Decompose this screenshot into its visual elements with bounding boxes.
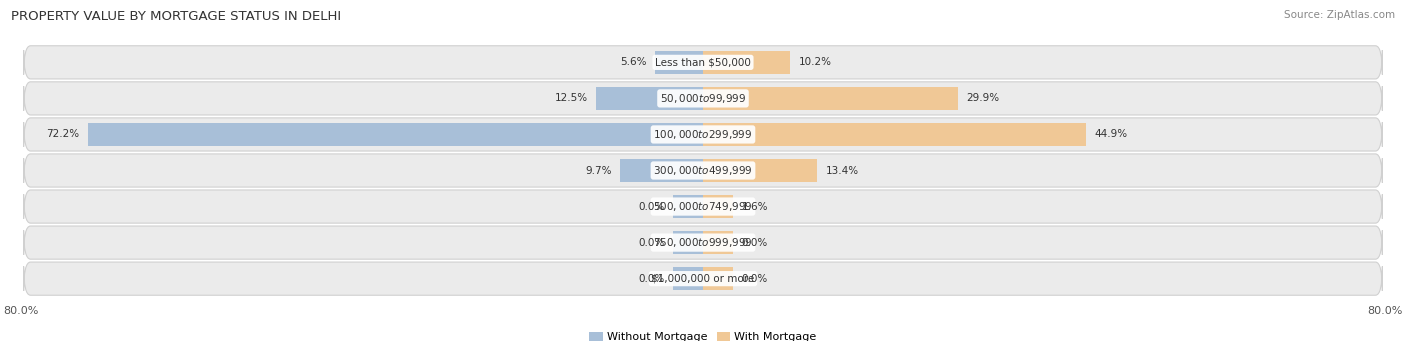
FancyBboxPatch shape: [24, 226, 1382, 259]
Text: Less than $50,000: Less than $50,000: [655, 57, 751, 68]
Text: 44.9%: 44.9%: [1094, 130, 1128, 139]
FancyBboxPatch shape: [24, 154, 1382, 187]
Text: 0.0%: 0.0%: [741, 238, 768, 248]
Text: $300,000 to $499,999: $300,000 to $499,999: [654, 164, 752, 177]
Text: $500,000 to $749,999: $500,000 to $749,999: [654, 200, 752, 213]
Bar: [703, 267, 733, 290]
Text: 5.6%: 5.6%: [620, 57, 647, 68]
Text: 1.6%: 1.6%: [741, 202, 768, 211]
Text: 0.0%: 0.0%: [638, 273, 665, 284]
Text: 10.2%: 10.2%: [799, 57, 831, 68]
FancyBboxPatch shape: [24, 118, 1382, 151]
FancyBboxPatch shape: [24, 82, 1382, 115]
Text: 12.5%: 12.5%: [555, 93, 588, 103]
Text: 72.2%: 72.2%: [46, 130, 79, 139]
Text: $100,000 to $299,999: $100,000 to $299,999: [654, 128, 752, 141]
Bar: [673, 195, 703, 218]
Bar: [673, 232, 703, 254]
Text: 9.7%: 9.7%: [585, 165, 612, 176]
Text: Source: ZipAtlas.com: Source: ZipAtlas.com: [1284, 10, 1395, 20]
Bar: [596, 87, 703, 109]
Bar: [703, 123, 1085, 146]
Bar: [87, 123, 703, 146]
FancyBboxPatch shape: [24, 46, 1382, 79]
Bar: [703, 51, 790, 74]
Text: 0.0%: 0.0%: [638, 238, 665, 248]
Bar: [703, 232, 733, 254]
Bar: [703, 159, 817, 182]
FancyBboxPatch shape: [24, 190, 1382, 223]
Text: $50,000 to $99,999: $50,000 to $99,999: [659, 92, 747, 105]
Text: 13.4%: 13.4%: [825, 165, 859, 176]
Bar: [673, 267, 703, 290]
Bar: [703, 195, 733, 218]
Bar: [703, 87, 957, 109]
Bar: [655, 51, 703, 74]
Text: 29.9%: 29.9%: [966, 93, 1000, 103]
Bar: [620, 159, 703, 182]
Legend: Without Mortgage, With Mortgage: Without Mortgage, With Mortgage: [585, 327, 821, 341]
Text: PROPERTY VALUE BY MORTGAGE STATUS IN DELHI: PROPERTY VALUE BY MORTGAGE STATUS IN DEL…: [11, 10, 342, 23]
Text: $750,000 to $999,999: $750,000 to $999,999: [654, 236, 752, 249]
Text: 0.0%: 0.0%: [638, 202, 665, 211]
Text: 0.0%: 0.0%: [741, 273, 768, 284]
Text: $1,000,000 or more: $1,000,000 or more: [651, 273, 755, 284]
FancyBboxPatch shape: [24, 262, 1382, 295]
